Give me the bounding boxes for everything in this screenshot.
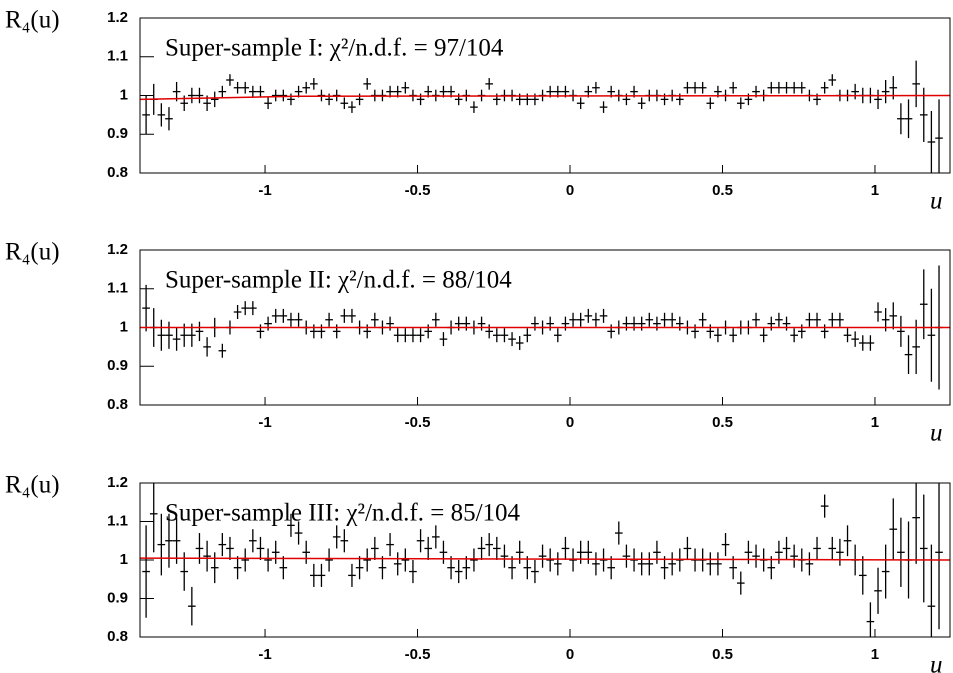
x-tick-label: -0.5 [405, 646, 431, 663]
x-tick-label: 0 [566, 646, 574, 663]
plot-frame [139, 482, 951, 638]
y-tick-label: 0.8 [107, 396, 128, 413]
x-tick-label: 0.5 [712, 646, 733, 663]
plot-frame [139, 17, 951, 174]
x-tick-label: 1 [871, 182, 879, 199]
plot-area [140, 483, 950, 637]
y-tick-label: 1 [120, 86, 128, 103]
y-axis-label: R₄(u) [5, 239, 60, 266]
y-tick-label: 1.2 [107, 9, 128, 26]
y-tick-label: 1.1 [107, 280, 128, 297]
x-tick-label: 1 [871, 414, 879, 431]
x-tick-label: 1 [871, 646, 879, 663]
y-axis-label: R₄(u) [5, 7, 60, 34]
plot-frame [139, 249, 951, 406]
panel-title: Super-sample II: χ²/n.d.f. = 88/104 [165, 267, 512, 294]
fit-line [140, 94, 950, 101]
y-tick-label: 1.2 [107, 474, 128, 491]
x-tick-label: -1 [258, 182, 271, 199]
x-tick-label: 0 [566, 182, 574, 199]
panel-title: Super-sample III: χ²/n.d.f. = 85/104 [165, 500, 521, 527]
panel-title: Super-sample I: χ²/n.d.f. = 97/104 [165, 35, 504, 62]
y-tick-label: 1.1 [107, 48, 128, 65]
x-tick-label: -0.5 [405, 414, 431, 431]
x-tick-label: 0.5 [712, 182, 733, 199]
plot-area [140, 60, 950, 173]
x-tick-label: 0 [566, 414, 574, 431]
plot-area [140, 265, 950, 390]
x-tick-label: -1 [258, 646, 271, 663]
y-tick-label: 0.9 [107, 125, 128, 142]
y-axis-label: R₄(u) [5, 472, 60, 499]
x-axis-label: u [930, 652, 943, 673]
x-axis-label: u [930, 420, 943, 447]
y-tick-label: 0.9 [107, 357, 128, 374]
y-tick-label: 0.8 [107, 628, 128, 645]
y-tick-label: 0.9 [107, 589, 128, 606]
y-tick-label: 0.8 [107, 164, 128, 181]
y-tick-label: 1.2 [107, 241, 128, 258]
y-tick-label: 1.1 [107, 512, 128, 529]
x-tick-label: -1 [258, 414, 271, 431]
fit-line [140, 557, 950, 561]
y-tick-label: 1 [120, 551, 128, 568]
y-tick-label: 1 [120, 318, 128, 335]
x-tick-label: 0.5 [712, 414, 733, 431]
x-axis-label: u [930, 188, 943, 215]
x-tick-label: -0.5 [405, 182, 431, 199]
